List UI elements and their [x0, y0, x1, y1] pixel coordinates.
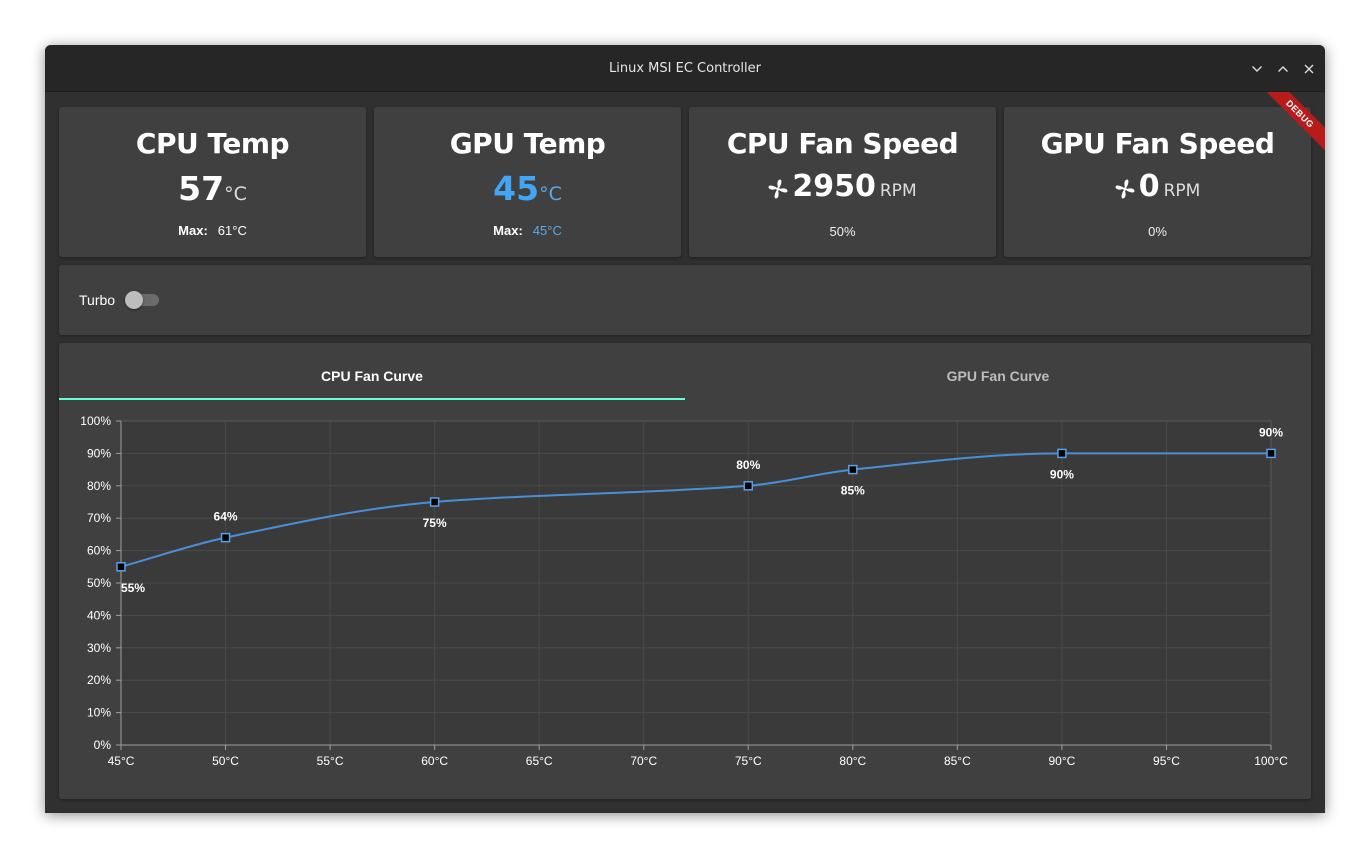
gpu-temp-max-value: 45°C	[532, 223, 562, 238]
title-bar: Linux MSI EC Controller	[45, 45, 1325, 92]
x-tick-label: 50°C	[212, 754, 239, 768]
curve-point[interactable]	[743, 481, 754, 491]
cpu-fan-value: 2950	[792, 169, 876, 204]
x-tick-label: 60°C	[421, 754, 448, 768]
curve-point[interactable]	[848, 464, 858, 475]
y-tick-label: 10%	[87, 706, 111, 720]
curve-point[interactable]	[429, 497, 440, 507]
cpu-temp-card: CPU Temp 57°C Max: 61°C	[59, 107, 366, 257]
maximize-button[interactable]	[1273, 59, 1293, 79]
gpu-fan-unit: RPM	[1163, 181, 1201, 201]
y-tick-label: 0%	[94, 738, 112, 752]
turbo-label: Turbo	[79, 292, 116, 308]
cpu-temp-reading: 57°C	[59, 169, 366, 208]
data-label: 75%	[423, 516, 447, 530]
gpu-temp-max: Max: 45°C	[374, 223, 681, 238]
data-label: 90%	[1050, 467, 1074, 481]
data-label: 85%	[841, 484, 865, 498]
data-label: 64%	[214, 510, 238, 524]
y-tick-label: 30%	[87, 641, 111, 655]
cpu-fan-card: CPU Fan Speed 2950 RPM 50%	[689, 107, 996, 257]
cpu-temp-title: CPU Temp	[135, 127, 290, 160]
gpu-temp-unit: °C	[539, 183, 562, 205]
x-tick-label: 70°C	[630, 754, 657, 768]
gpu-fan-value: 0	[1138, 169, 1160, 204]
curve-point[interactable]	[116, 562, 126, 572]
gpu-temp-reading: 45°C	[374, 169, 681, 208]
fan-icon	[768, 179, 788, 199]
y-tick-label: 20%	[87, 673, 111, 687]
close-button[interactable]	[1299, 59, 1319, 79]
chevron-down-icon	[1252, 66, 1262, 72]
active-tab-indicator	[59, 398, 685, 400]
fan-curve-chart[interactable]: 0% 10% 20% 30% 40% 50% 60% 70% 80% 90% 100% 45°C 50°…	[59, 343, 1311, 799]
cpu-temp-unit: °C	[224, 183, 247, 205]
turbo-toggle-thumb	[125, 291, 143, 309]
curve-point[interactable]	[220, 532, 231, 543]
y-tick-label: 50%	[87, 576, 111, 590]
cpu-temp-max-value: 61°C	[217, 223, 247, 238]
gpu-fan-card: GPU Fan Speed 0 RPM 0%	[1004, 107, 1311, 257]
x-tick-label: 95°C	[1153, 754, 1180, 768]
turbo-card: Turbo	[59, 265, 1311, 335]
tab-cpu-fan-curve[interactable]: CPU Fan Curve	[321, 368, 423, 384]
x-tick-label: 55°C	[317, 754, 344, 768]
curve-point[interactable]	[1266, 448, 1276, 459]
curve-point[interactable]	[1057, 448, 1067, 459]
cpu-fan-unit: RPM	[879, 181, 917, 201]
cpu-temp-max-label: Max:	[178, 223, 208, 238]
chevron-up-icon	[1278, 66, 1288, 72]
cpu-temp-value: 57	[178, 169, 225, 208]
turbo-toggle[interactable]	[125, 291, 161, 309]
app-window: Linux MSI EC Controller CPU Temp 57°C Ma…	[45, 45, 1325, 813]
x-tick-label: 85°C	[944, 754, 971, 768]
y-tick-label: 100%	[80, 414, 111, 428]
gpu-temp-value: 45	[493, 169, 540, 208]
fan-icon	[1115, 179, 1135, 199]
debug-banner-container: DEBUG	[1265, 92, 1325, 152]
cpu-temp-max: Max: 61°C	[59, 223, 366, 238]
x-tick-label: 80°C	[839, 754, 866, 768]
minimize-button[interactable]	[1247, 59, 1267, 79]
x-tick-label: 75°C	[735, 754, 762, 768]
fan-curve-card: CPU Fan Curve GPU Fan Curve 0% 10% 20% 30% 4…	[59, 343, 1311, 799]
debug-banner: DEBUG	[1265, 92, 1325, 152]
cpu-fan-title: CPU Fan Speed	[726, 127, 959, 160]
cpu-fan-reading: 2950 RPM	[689, 169, 996, 204]
gpu-temp-title: GPU Temp	[449, 127, 606, 160]
window-title: Linux MSI EC Controller	[609, 61, 761, 76]
x-tick-label: 65°C	[526, 754, 553, 768]
x-tick-label: 90°C	[1049, 754, 1076, 768]
x-tick-label: 100°C	[1254, 754, 1288, 768]
y-tick-label: 80%	[87, 479, 111, 493]
tab-gpu-fan-curve[interactable]: GPU Fan Curve	[946, 368, 1050, 384]
close-icon	[1304, 64, 1314, 74]
x-tick-label: 45°C	[108, 754, 135, 768]
data-label: 80%	[736, 458, 760, 472]
y-tick-label: 90%	[87, 446, 111, 460]
gpu-fan-percent: 0%	[1148, 224, 1167, 239]
gpu-fan-reading: 0 RPM	[1004, 169, 1311, 204]
y-tick-label: 40%	[87, 608, 111, 622]
data-label: 55%	[121, 581, 145, 595]
gpu-temp-max-label: Max:	[493, 223, 523, 238]
data-label: 90%	[1259, 425, 1283, 439]
gpu-temp-card: GPU Temp 45°C Max: 45°C	[374, 107, 681, 257]
y-tick-label: 70%	[87, 511, 111, 525]
y-tick-label: 60%	[87, 544, 111, 558]
gpu-fan-title: GPU Fan Speed	[1040, 127, 1275, 160]
cpu-fan-percent: 50%	[829, 224, 856, 239]
